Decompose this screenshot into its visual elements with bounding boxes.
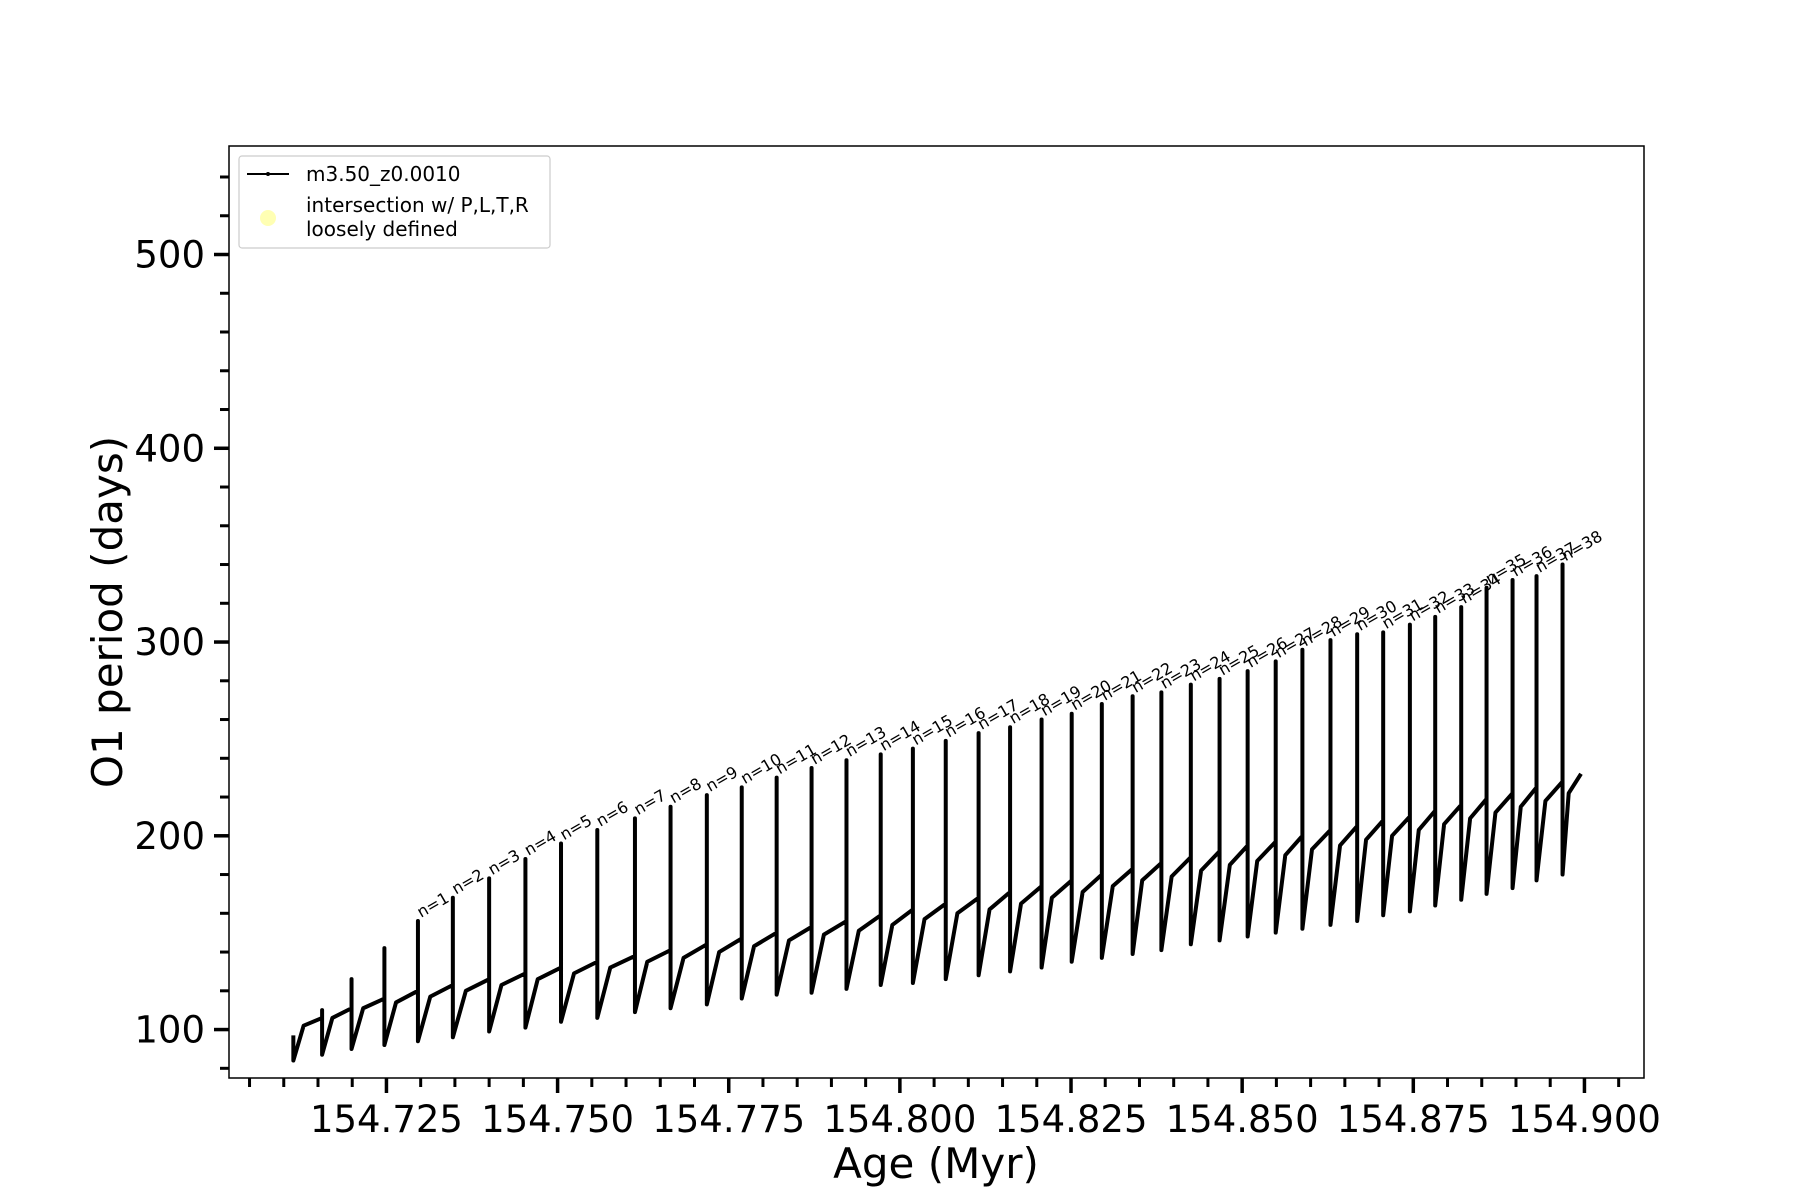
x-axis-label: Age (Myr) xyxy=(833,1139,1039,1188)
legend-label: m3.50_z0.0010 xyxy=(306,162,461,186)
plot-frame xyxy=(228,145,1645,1079)
data-line xyxy=(291,562,1583,1063)
legend-label: loosely defined xyxy=(306,217,458,241)
x-tick-label: 154.800 xyxy=(823,1098,976,1141)
x-tick-label: 154.825 xyxy=(995,1098,1148,1141)
x-tick-label: 154.875 xyxy=(1337,1098,1490,1141)
x-tick-label: 154.900 xyxy=(1508,1098,1661,1141)
x-tick-label: 154.725 xyxy=(310,1098,463,1141)
x-tick-label: 154.750 xyxy=(481,1098,634,1141)
y-tick-label: 400 xyxy=(134,427,205,470)
x-tick-label: 154.775 xyxy=(652,1098,805,1141)
x-tick-label: 154.850 xyxy=(1166,1098,1319,1141)
y-tick-label: 100 xyxy=(134,1009,205,1052)
legend-label: intersection w/ P,L,T,R xyxy=(306,193,529,217)
y-tick-label: 200 xyxy=(134,815,205,858)
y-axis-label: O1 period (days) xyxy=(83,436,132,788)
legend-marker xyxy=(266,172,270,176)
legend-marker xyxy=(260,210,276,226)
legend: m3.50_z0.0010 intersection w/ P,L,T,Rloos… xyxy=(238,155,551,249)
y-tick-label: 300 xyxy=(134,621,205,664)
legend-box xyxy=(238,155,551,249)
y-tick-label: 500 xyxy=(134,234,205,277)
